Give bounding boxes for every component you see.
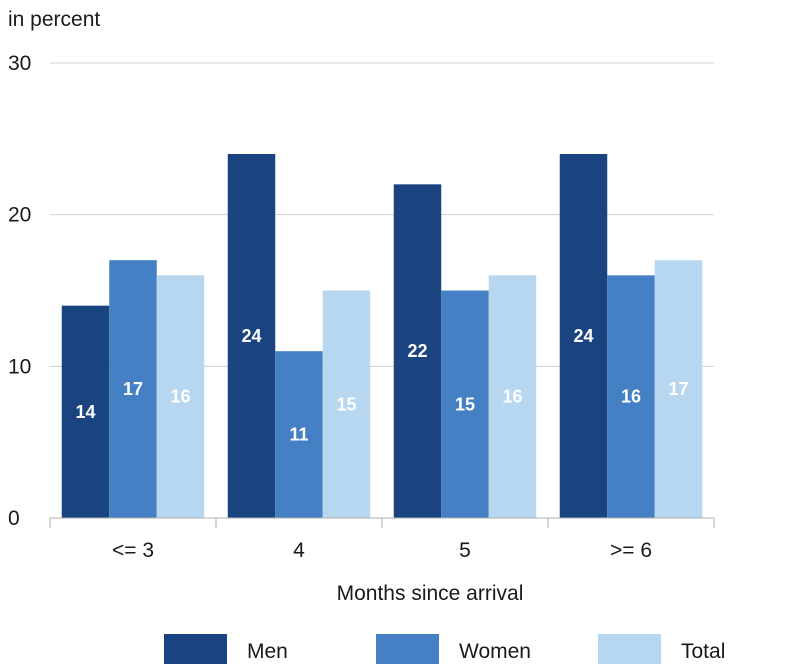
legend-swatch: [164, 634, 227, 664]
y-tick-label: 20: [8, 204, 31, 227]
x-tick-label: 4: [293, 539, 305, 562]
bar-men: [227, 154, 276, 518]
bars: 14 17 16 24 11 15 22 15 16 24 16 17: [61, 154, 703, 519]
bar-men: [393, 184, 442, 519]
data-label: 24: [241, 326, 261, 346]
legend-item-men: Men: [164, 634, 288, 664]
y-tick-label: 30: [8, 52, 31, 75]
legend: Men Women Total: [164, 634, 725, 664]
data-label: 16: [170, 387, 190, 407]
bar-total: [156, 275, 205, 518]
legend-swatch: [598, 634, 661, 664]
bar-men: [559, 154, 608, 518]
bar-women: [109, 260, 157, 518]
legend-swatch: [376, 634, 439, 664]
data-label: 22: [407, 341, 427, 361]
data-label: 16: [502, 387, 522, 407]
legend-item-women: Women: [376, 634, 531, 664]
data-label: 15: [455, 394, 475, 414]
bar-total: [488, 275, 537, 518]
x-axis-title: Months since arrival: [337, 582, 524, 605]
y-tick-label: 10: [8, 355, 31, 378]
legend-label: Women: [459, 640, 531, 663]
bar-women: [275, 351, 323, 518]
data-label: 15: [336, 394, 356, 414]
data-label: 11: [289, 425, 308, 445]
data-label: 16: [621, 387, 641, 407]
legend-label: Men: [247, 640, 288, 663]
bar-total: [654, 260, 703, 518]
legend-item-total: Total: [598, 634, 725, 664]
x-tick-label: 5: [459, 539, 471, 562]
bar-women: [441, 290, 489, 518]
legend-label: Total: [681, 640, 725, 663]
data-label: 24: [573, 326, 593, 346]
y-tick-label: 0: [8, 507, 20, 530]
y-axis-unit-label: in percent: [8, 8, 100, 31]
data-label: 17: [668, 379, 688, 399]
y-axis-ticks: 0 10 20 30: [8, 52, 31, 530]
bar-men: [61, 305, 110, 518]
bar-total: [322, 290, 371, 518]
x-tick-label: <= 3: [112, 539, 154, 562]
data-label: 14: [75, 402, 95, 422]
x-axis: <= 3 4 5 >= 6: [49, 517, 715, 562]
x-tick-label: >= 6: [610, 539, 652, 562]
data-label: 17: [123, 379, 143, 399]
bar-women: [607, 275, 655, 518]
